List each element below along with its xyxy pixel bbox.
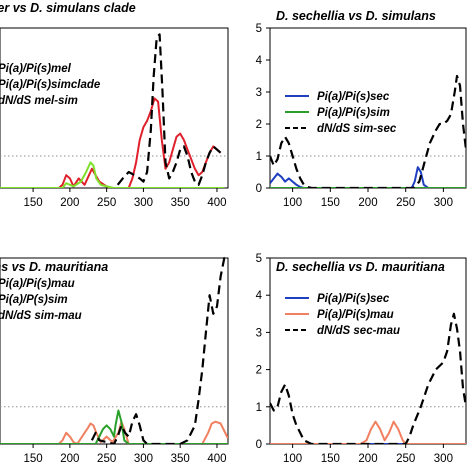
panel-3-series-3 [90, 256, 228, 444]
panel-1-series-1 [0, 97, 222, 188]
panel-1: D. melanogaster vs D. simulans clade 150… [0, 1, 229, 209]
panel-1-legend-label-3: dN/dS mel-sim [0, 95, 78, 107]
panel-2-ytick-2: 2 [256, 119, 262, 131]
panel-1-xtick-0: 150 [24, 197, 43, 209]
panel-4-xtick-1: 150 [321, 453, 340, 465]
panel-2-series-1 [270, 166, 466, 188]
panel-1-xtick-3: 300 [134, 197, 153, 209]
panel-2-plot-area: 100 150 200 250 300 0 1 2 3 4 5 Pi(a)/Pi(s)sec Pi(a)… [256, 23, 467, 209]
panel-4-ytick-2: 2 [256, 365, 262, 377]
panel-4-frame [269, 257, 467, 445]
panel-3-title: D. simulans vs D. mauritiana [0, 260, 108, 274]
panel-2-xtick-0: 100 [283, 197, 302, 209]
panel-3-legend-label-3: dN/dS sim-mau [0, 310, 82, 322]
panel-2-xtick-3: 250 [396, 197, 415, 209]
panel-1-legend-label-1: Pi(a)/Pi(s)mel [0, 63, 72, 75]
panel-2-legend-label-2: Pi(a)/Pi(s)sim [317, 107, 390, 119]
panel-4-xtick-2: 200 [358, 453, 377, 465]
panel-1-xtick-1: 200 [60, 197, 79, 209]
panel-4-legend-label-3: dN/dS sec-mau [317, 325, 400, 337]
panel-2-ytick-5: 5 [256, 23, 262, 35]
panel-2-xtick-2: 200 [358, 197, 377, 209]
panel-2-ytick-4: 4 [256, 55, 263, 67]
panel-3-series-2 [0, 409, 228, 444]
panel-4: D. sechellia vs D. mauritiana 100 150 200 2… [256, 253, 467, 465]
panel-4-ytick-1: 1 [256, 402, 262, 414]
panel-3-legend-label-1: Pi(a)/Pi(s)mau [0, 278, 75, 290]
panel-4-ytick-3: 3 [256, 327, 262, 339]
panel-1-plot-area: 150 200 250 300 350 400 Pi(a)/Pi(s)mel Pi(a)/Pi… [0, 27, 229, 209]
panel-3-plot-area: 150 200 250 300 350 400 Pi(a)/Pi(s)mau Pi(a)/P(… [0, 256, 229, 465]
panel-1-xtick-2: 250 [97, 197, 116, 209]
panel-4-ytick-0: 0 [256, 439, 262, 451]
panel-2-series-3 [270, 74, 466, 188]
panel-3-xtick-0: 150 [24, 453, 43, 465]
panel-2-ytick-1: 1 [256, 151, 262, 163]
panel-4-legend-label-1: Pi(a)/Pi(s)sec [317, 293, 390, 305]
panel-3-xtick-2: 250 [97, 453, 116, 465]
panel-1-series-2 [0, 161, 225, 188]
panel-2-xtick-4: 300 [434, 197, 453, 209]
panel-2-legend-label-3: dN/dS sim-sec [317, 123, 397, 135]
panel-2-ytick-0: 0 [256, 183, 262, 195]
panel-1-xtick-4: 350 [171, 197, 190, 209]
panel-2-xtick-1: 150 [321, 197, 340, 209]
panel-3-series-1 [0, 420, 228, 444]
panel-4-series-2 [270, 420, 466, 444]
panel-2-ytick-3: 3 [256, 87, 262, 99]
panel-2: D. sechellia vs D. simulans 100 150 200 250… [256, 9, 467, 209]
panel-3-xtick-4: 350 [171, 453, 190, 465]
panel-4-xtick-0: 100 [283, 453, 302, 465]
panel-1-series-3 [116, 33, 222, 186]
panel-4-ytick-5: 5 [256, 253, 262, 265]
panel-4-ytick-4: 4 [256, 290, 263, 302]
panel-1-xtick-5: 400 [207, 197, 226, 209]
panel-4-xtick-4: 300 [434, 453, 453, 465]
panel-2-legend-label-1: Pi(a)/Pi(s)sec [317, 91, 390, 103]
panel-4-title: D. sechellia vs D. mauritiana [276, 260, 445, 274]
panel-3-xtick-1: 200 [60, 453, 79, 465]
panel-3-legend-label-2: Pi(a)/P(s)sim [0, 294, 68, 306]
panel-4-xtick-3: 250 [396, 453, 415, 465]
panel-3: D. simulans vs D. mauritiana 150 200 250 30… [0, 256, 229, 465]
panel-1-legend-label-2: Pi(a)/Pi(s)simclade [0, 79, 101, 91]
panel-3-xtick-5: 400 [207, 453, 226, 465]
panel-1-title: D. melanogaster vs D. simulans clade [0, 1, 136, 15]
panel-2-title: D. sechellia vs D. simulans [276, 9, 436, 23]
panel-3-xtick-3: 300 [134, 453, 153, 465]
panel-4-legend-label-2: Pi(a)/Pi(s)mau [317, 309, 394, 321]
panel-4-plot-area: 100 150 200 250 300 0 1 2 3 4 5 Pi(a)/Pi(s)sec Pi(a)… [256, 253, 467, 465]
